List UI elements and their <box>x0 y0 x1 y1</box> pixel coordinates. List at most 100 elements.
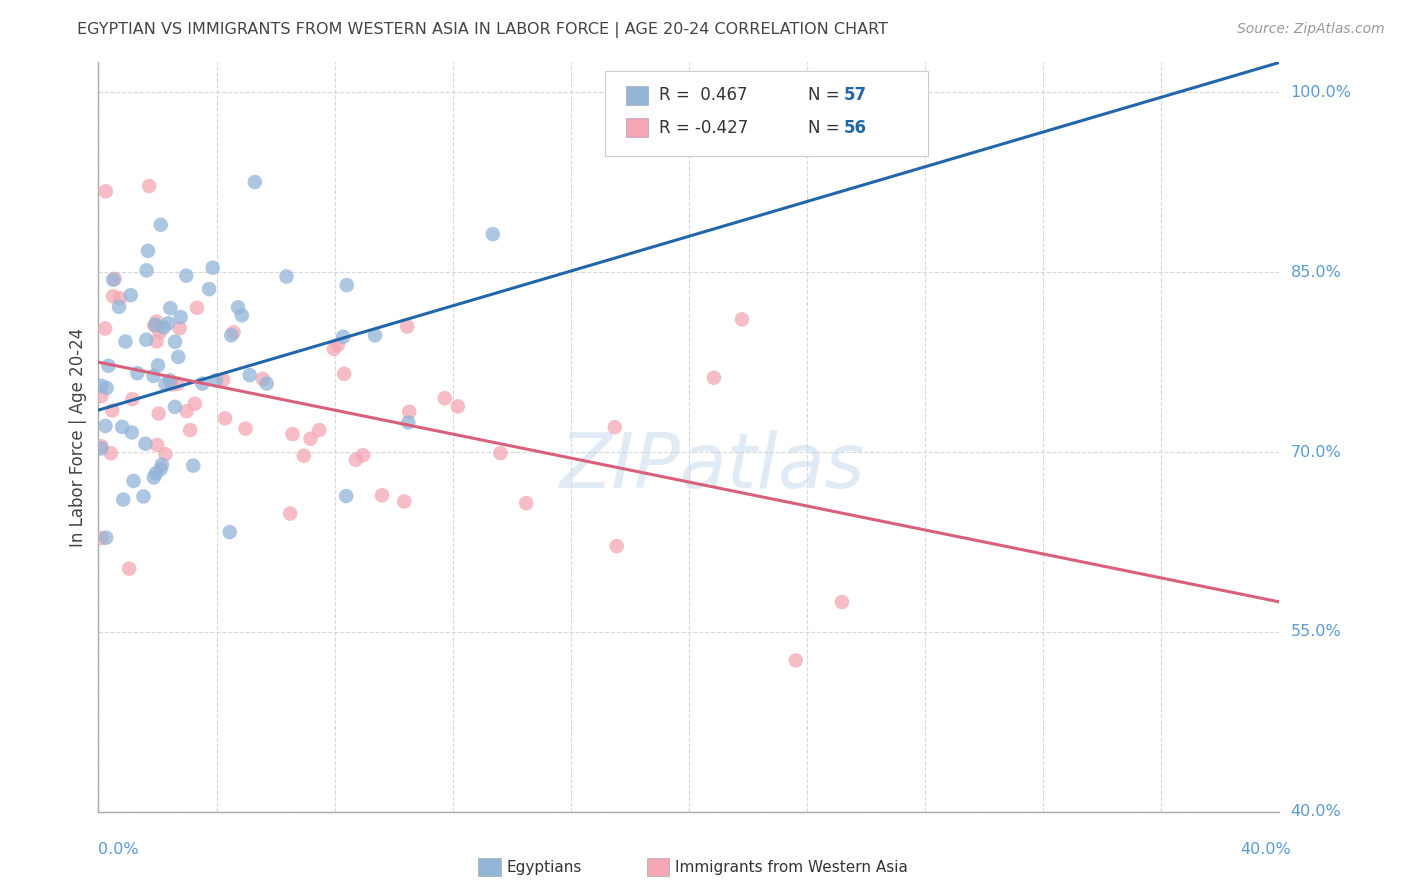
Point <box>149 326 172 340</box>
Text: EGYPTIAN VS IMMIGRANTS FROM WESTERN ASIA IN LABOR FORCE | AGE 20-24 CORRELATION : EGYPTIAN VS IMMIGRANTS FROM WESTERN ASIA… <box>77 22 889 38</box>
Point <box>167 350 190 364</box>
Point <box>396 416 419 430</box>
Point <box>222 326 245 340</box>
Point <box>152 320 174 334</box>
Point <box>127 366 149 380</box>
Point <box>831 595 853 609</box>
Point <box>163 334 186 349</box>
Point <box>212 372 235 386</box>
Point <box>157 316 180 330</box>
Text: 57: 57 <box>844 87 866 104</box>
Point <box>219 328 242 343</box>
Text: Egyptians: Egyptians <box>506 860 582 874</box>
Point <box>135 263 157 277</box>
Point <box>97 359 120 373</box>
Point <box>278 507 301 521</box>
Text: 55.0%: 55.0% <box>1291 624 1341 640</box>
Text: 56: 56 <box>844 119 866 136</box>
Text: 100.0%: 100.0% <box>1291 85 1351 100</box>
Point <box>160 377 183 392</box>
Point <box>108 292 131 306</box>
Point <box>136 244 159 258</box>
Text: N =: N = <box>808 119 845 136</box>
Point <box>184 397 207 411</box>
Point <box>252 372 274 386</box>
Point <box>276 269 298 284</box>
Text: N =: N = <box>808 87 845 104</box>
Point <box>104 272 127 286</box>
Point <box>169 310 191 325</box>
Point <box>146 359 169 373</box>
Point <box>231 309 253 323</box>
Point <box>703 370 725 384</box>
Point <box>433 391 456 405</box>
Point <box>146 438 169 452</box>
Text: 0.0%: 0.0% <box>98 842 139 857</box>
Point <box>149 462 172 476</box>
Point <box>148 407 170 421</box>
Point <box>94 418 117 433</box>
Point <box>100 446 122 460</box>
Point <box>336 278 359 293</box>
Point <box>143 318 166 333</box>
Point <box>218 525 240 540</box>
Point <box>394 494 416 508</box>
Point <box>243 175 266 189</box>
Point <box>226 301 249 315</box>
Point <box>101 403 124 417</box>
Point <box>90 378 112 392</box>
Point <box>94 531 117 545</box>
Point <box>191 376 214 391</box>
Point <box>333 367 356 381</box>
Point <box>396 319 419 334</box>
Point <box>114 334 136 349</box>
Point <box>515 496 537 510</box>
Point <box>205 373 228 387</box>
Text: Immigrants from Western Asia: Immigrants from Western Asia <box>675 860 908 874</box>
Text: 70.0%: 70.0% <box>1291 444 1341 459</box>
Point <box>132 490 155 504</box>
Point <box>112 492 135 507</box>
Point <box>90 442 112 456</box>
Point <box>90 439 112 453</box>
Point <box>352 448 374 462</box>
Point <box>785 653 807 667</box>
Y-axis label: In Labor Force | Age 20-24: In Labor Force | Age 20-24 <box>69 327 87 547</box>
Point <box>135 333 157 347</box>
Text: R =  0.467: R = 0.467 <box>659 87 748 104</box>
Point <box>121 425 143 440</box>
Point <box>179 423 201 437</box>
Point <box>326 337 349 351</box>
Point <box>174 268 197 283</box>
Point <box>122 474 145 488</box>
Point <box>371 488 394 502</box>
Point <box>163 400 186 414</box>
Point <box>143 318 166 332</box>
Point <box>344 452 367 467</box>
Point <box>214 411 236 425</box>
Point <box>120 288 142 302</box>
Text: 40.0%: 40.0% <box>1240 842 1291 857</box>
Point <box>134 436 156 450</box>
Point <box>150 458 173 472</box>
Text: ZIPatlas: ZIPatlas <box>560 430 865 504</box>
Point <box>364 328 387 343</box>
Point <box>256 376 278 391</box>
Text: 85.0%: 85.0% <box>1291 265 1341 280</box>
Point <box>398 405 420 419</box>
Point <box>94 184 117 198</box>
Point <box>181 458 204 473</box>
Point <box>159 301 181 315</box>
Point <box>481 227 503 242</box>
Point <box>186 301 208 315</box>
Point <box>447 400 470 414</box>
Point <box>169 321 191 335</box>
Point <box>155 377 177 392</box>
Point <box>96 381 118 395</box>
Text: 40.0%: 40.0% <box>1291 805 1341 819</box>
Point <box>118 562 141 576</box>
Point <box>335 489 357 503</box>
Point <box>145 334 167 349</box>
Point <box>145 315 167 329</box>
Point <box>292 449 315 463</box>
